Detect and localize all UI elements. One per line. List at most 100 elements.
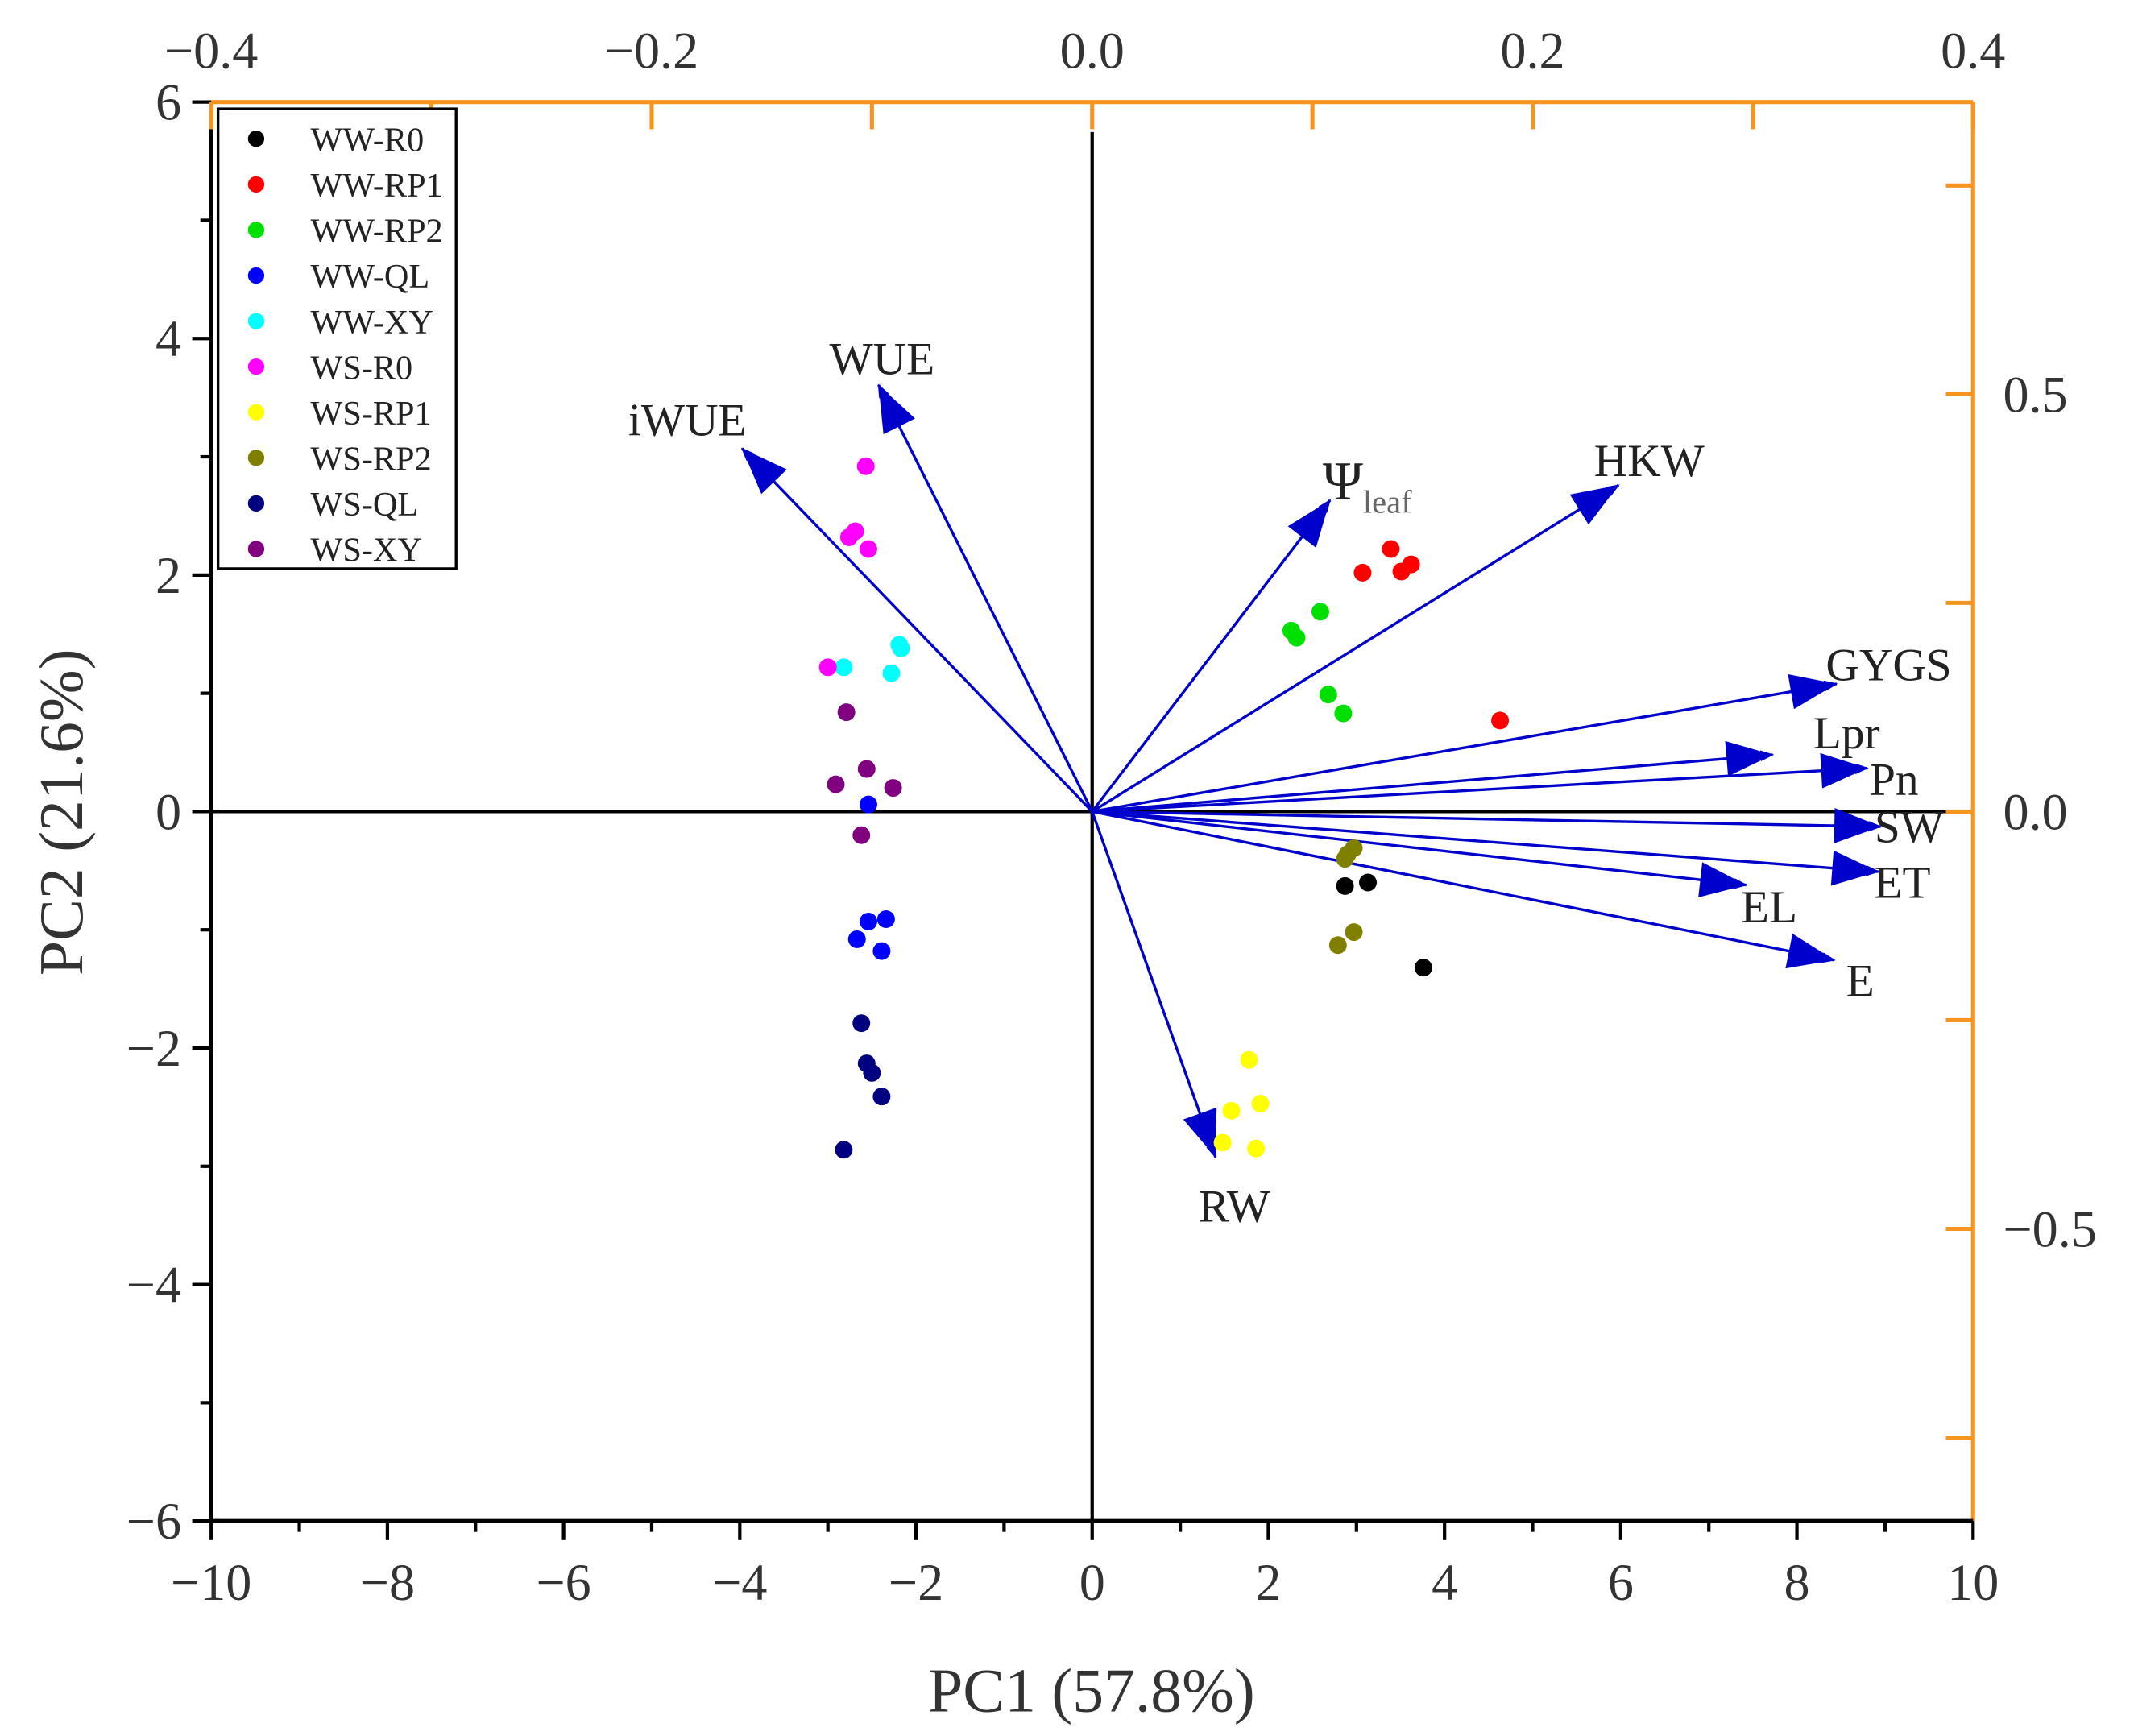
x-tick-label: −10 [171, 1554, 251, 1611]
loading-label: Ψleaf [1323, 451, 1412, 520]
data-point [847, 930, 866, 948]
arrowhead-icon [1698, 862, 1747, 898]
data-point [1328, 936, 1347, 955]
legend-item: WW-QL [247, 258, 429, 296]
loading-label: iWUE [628, 395, 747, 445]
loading-arrow [1092, 810, 1836, 963]
arrowhead-icon [1183, 1107, 1217, 1158]
loading-arrow [1092, 750, 1775, 814]
data-point [1251, 1095, 1270, 1112]
series-ws-rp2 [1328, 839, 1363, 955]
legend-marker [247, 267, 265, 284]
series-ww-r0 [1336, 873, 1432, 977]
series-ws-xy [827, 703, 902, 844]
loading-label-main: E [1846, 955, 1875, 1006]
series-ws-ql [835, 1014, 891, 1159]
arrowhead-icon [878, 384, 915, 435]
loading-label-main: SW [1875, 802, 1945, 852]
data-point [872, 1088, 891, 1106]
data-point [1336, 850, 1354, 868]
y-tick-label: −6 [126, 1493, 181, 1550]
loading-arrow [1092, 810, 1748, 889]
data-point [1414, 959, 1432, 977]
top-tick-label: 0.0 [1060, 22, 1125, 79]
data-point [857, 760, 876, 778]
loading-rw: RW [1091, 810, 1271, 1233]
legend-label: WS-RP2 [310, 441, 431, 479]
arrowhead-icon [1287, 499, 1331, 548]
top-tick-label: 0.4 [1941, 22, 2005, 79]
legend-item: WW-XY [247, 304, 433, 342]
legend-label: WW-R0 [310, 121, 424, 159]
series-ww-ql [847, 795, 895, 960]
loading-ψ: Ψleaf [1091, 451, 1412, 813]
series-ww-xy [835, 636, 910, 682]
legend-marker [247, 222, 265, 238]
legend-item: WS-QL [247, 486, 418, 524]
data-point [835, 658, 853, 677]
legend-label: WS-R0 [310, 349, 412, 387]
loading-label-main: Ψ [1323, 451, 1363, 512]
loading-arrow [1092, 810, 1883, 832]
y-tick-label: 6 [155, 74, 181, 131]
legend-label: WW-XY [310, 304, 433, 342]
x-tick-label: −4 [712, 1554, 767, 1611]
legend-marker [247, 131, 265, 147]
data-point [860, 912, 877, 930]
loading-et: ET [1092, 810, 1931, 909]
y-tick-label: 0 [155, 783, 181, 840]
legend-item: WW-RP2 [247, 213, 443, 251]
legend-label: WW-RP1 [310, 167, 442, 205]
loading-arrow [1092, 763, 1869, 814]
series-ww-rp1 [1353, 540, 1510, 730]
loading-lpr: Lpr [1092, 708, 1880, 814]
y-axis-label: PC2 (21.6%) [27, 648, 96, 976]
loading-label: ET [1874, 858, 1930, 909]
data-point [1353, 563, 1372, 582]
loading-label: Pn [1870, 754, 1919, 805]
legend-marker [247, 404, 265, 421]
data-point [1336, 876, 1354, 895]
legend-label: WW-RP2 [310, 213, 442, 251]
data-point [1359, 873, 1378, 892]
legend-marker [247, 176, 265, 193]
x-axis-label: PC1 (57.8%) [928, 1656, 1255, 1726]
arrowhead-icon [1569, 485, 1619, 525]
x-tick-label: 4 [1432, 1554, 1457, 1611]
y-tick-label: 4 [155, 310, 181, 367]
legend-item: WS-RP1 [247, 395, 432, 433]
legend-label: WS-RP1 [310, 395, 431, 433]
legend-label: WS-QL [310, 486, 418, 524]
loading-label-sub: leaf [1363, 484, 1412, 520]
data-point [1247, 1139, 1266, 1158]
loading-gygs: GYGS [1092, 640, 1952, 814]
loading-arrow [740, 447, 1093, 813]
data-point [1287, 628, 1306, 647]
y-tick-label: 2 [155, 547, 181, 604]
data-point [852, 826, 871, 844]
legend-item: WS-R0 [247, 349, 412, 387]
data-point [1240, 1050, 1258, 1069]
series-ww-rp2 [1282, 603, 1353, 723]
legend-marker [247, 450, 265, 466]
x-tick-label: 6 [1608, 1554, 1634, 1611]
loading-el: EL [1092, 810, 1797, 933]
data-point [852, 1014, 871, 1033]
series-ws-r0 [818, 457, 877, 677]
y-tick-label: −4 [126, 1257, 181, 1314]
x-tick-label: −2 [889, 1554, 943, 1611]
loading-label-main: iWUE [628, 395, 747, 445]
x-tick-label: −8 [360, 1554, 415, 1611]
x-tick-label: 8 [1784, 1554, 1810, 1611]
data-point [1319, 686, 1337, 704]
x-tick-label: −6 [536, 1554, 590, 1611]
legend-item: WS-XY [247, 532, 422, 570]
data-point [1334, 704, 1353, 723]
data-point [856, 457, 875, 475]
data-point [892, 639, 910, 657]
loading-label-main: Pn [1870, 754, 1919, 805]
legend-marker [247, 541, 265, 557]
loading-label-main: Lpr [1813, 708, 1880, 759]
data-point [827, 775, 845, 793]
